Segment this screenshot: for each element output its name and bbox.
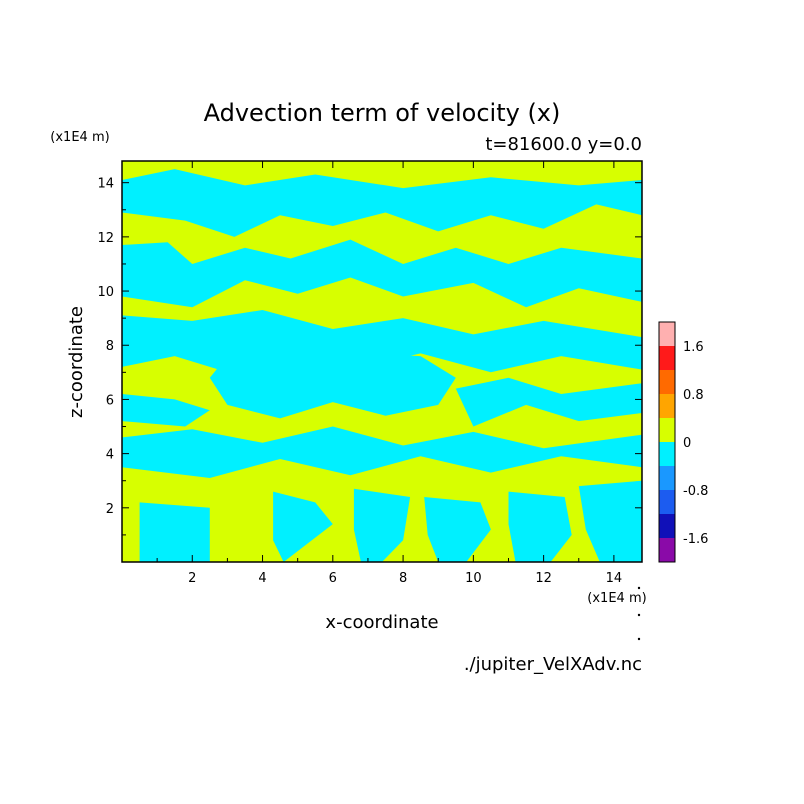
y-unit-label: (x1E4 m) [50, 130, 109, 145]
y-axis-ticks: 2 4 6 8 10 12 14 [97, 177, 642, 536]
negative-contour-region [122, 169, 642, 237]
x-unit-label: (x1E4 m) [587, 591, 646, 606]
colorbar-frame [658, 321, 676, 563]
negative-contour-region [122, 426, 642, 478]
x-axis-ticks: 2 4 6 8 10 12 14 [156, 161, 623, 586]
x-tick-label: 12 [535, 571, 552, 586]
x-tick-label: 2 [188, 571, 196, 586]
negative-contour-region [122, 394, 210, 427]
y-tick-label: 14 [97, 177, 114, 192]
y-tick-label: 2 [106, 502, 114, 517]
x-tick-label: 6 [329, 571, 337, 586]
colorbar-swatch [659, 466, 675, 490]
dot-marker [637, 613, 641, 617]
colorbar-swatch [659, 538, 675, 562]
colorbar-swatch [659, 514, 675, 538]
x-tick-label: 8 [399, 571, 407, 586]
negative-contour-region [455, 377, 642, 427]
x-tick-label: 10 [465, 571, 482, 586]
y-tick-label: 6 [106, 393, 114, 408]
y-tick-label: 8 [106, 339, 114, 354]
y-tick-label: 4 [106, 448, 114, 463]
colorbar-swatch [659, 490, 675, 514]
x-tick-label: 14 [606, 571, 623, 586]
colorbar-swatch [659, 442, 675, 466]
colorbar-swatch [659, 322, 675, 346]
colorbar-tick-label: 1.6 [683, 340, 704, 355]
colorbar-tick-label: 0.8 [683, 388, 704, 403]
colorbar-tick-label: -0.8 [683, 484, 708, 499]
small-dot-markers [637, 586, 641, 641]
x-tick-label: 4 [258, 571, 266, 586]
chart-subtitle: t=81600.0 y=0.0 [485, 134, 642, 155]
negative-contour-region [424, 497, 491, 562]
plot-area: 2 4 6 8 10 12 14 2 4 6 8 10 12 14 [97, 160, 643, 586]
colorbar-tick-label: -1.6 [683, 532, 708, 547]
y-tick-label: 12 [97, 231, 114, 246]
colorbar-swatch [659, 418, 675, 442]
y-tick-label: 10 [97, 285, 114, 300]
contour-regions [122, 169, 642, 562]
source-filename: ./jupiter_VelXAdv.nc [464, 654, 642, 675]
negative-contour-region [508, 491, 572, 562]
negative-contour-region [122, 239, 642, 308]
colorbar-swatch [659, 394, 675, 418]
negative-contour-region [353, 488, 411, 562]
dot-marker [637, 586, 641, 590]
negative-contour-region [273, 491, 333, 562]
colorbar-swatch [659, 346, 675, 370]
negative-contour-region [139, 502, 210, 562]
colorbar-tick-label: 0 [683, 436, 691, 451]
colorbar: 1.6 0.8 0 -0.8 -1.6 [658, 321, 708, 563]
colorbar-swatch [659, 370, 675, 394]
x-axis-label: x-coordinate [325, 612, 438, 633]
negative-contour-region [209, 350, 456, 419]
plot-frame [121, 160, 643, 563]
y-axis-label: z-coordinate [66, 306, 87, 418]
chart-title: Advection term of velocity (x) [204, 99, 561, 127]
dot-marker [637, 637, 641, 641]
negative-contour-region [578, 480, 642, 562]
